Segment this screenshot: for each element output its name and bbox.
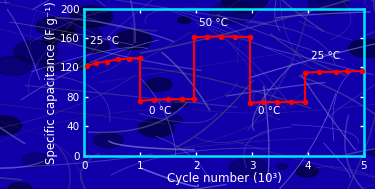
- Circle shape: [39, 59, 64, 72]
- Text: 25 °C: 25 °C: [90, 36, 119, 46]
- Point: [248, 36, 254, 39]
- Point: [137, 56, 143, 59]
- Circle shape: [0, 116, 21, 135]
- Text: 0 °C: 0 °C: [148, 106, 171, 116]
- Circle shape: [349, 39, 375, 57]
- Circle shape: [368, 149, 375, 156]
- Point: [204, 35, 210, 38]
- Point: [248, 36, 254, 39]
- Circle shape: [276, 164, 287, 169]
- Point: [359, 70, 365, 73]
- Point: [232, 35, 238, 38]
- Point: [192, 98, 198, 101]
- Point: [137, 99, 143, 102]
- Point: [288, 101, 294, 104]
- Point: [115, 58, 121, 61]
- Point: [302, 71, 308, 74]
- Point: [179, 98, 185, 101]
- Circle shape: [296, 166, 318, 177]
- Point: [165, 98, 171, 101]
- Circle shape: [43, 35, 61, 44]
- Point: [302, 71, 308, 74]
- Circle shape: [146, 78, 172, 91]
- Circle shape: [8, 183, 32, 189]
- Point: [218, 35, 224, 38]
- Point: [93, 62, 99, 65]
- Point: [302, 101, 308, 104]
- Circle shape: [94, 133, 123, 148]
- Circle shape: [210, 2, 255, 24]
- Circle shape: [62, 25, 102, 45]
- Circle shape: [54, 28, 77, 39]
- Circle shape: [168, 106, 178, 111]
- Point: [84, 64, 90, 67]
- Point: [126, 57, 132, 60]
- Point: [302, 101, 308, 104]
- Circle shape: [172, 99, 189, 107]
- Text: 25 °C: 25 °C: [310, 51, 340, 61]
- Point: [274, 101, 280, 104]
- Circle shape: [308, 0, 348, 15]
- Circle shape: [0, 56, 32, 75]
- Y-axis label: Specific capacitance (F g⁻¹): Specific capacitance (F g⁻¹): [45, 1, 58, 164]
- Circle shape: [46, 40, 58, 46]
- Text: 0 °C: 0 °C: [258, 106, 280, 116]
- Point: [192, 36, 198, 39]
- Point: [192, 98, 198, 101]
- Point: [260, 101, 266, 104]
- Circle shape: [222, 0, 267, 13]
- Point: [104, 60, 110, 63]
- Circle shape: [74, 60, 92, 70]
- Point: [316, 70, 322, 73]
- Text: 50 °C: 50 °C: [199, 18, 228, 28]
- Circle shape: [13, 40, 58, 63]
- Point: [137, 56, 143, 59]
- Point: [137, 99, 143, 102]
- Circle shape: [138, 119, 174, 137]
- Circle shape: [230, 158, 268, 178]
- Circle shape: [22, 153, 50, 167]
- Circle shape: [83, 40, 110, 53]
- Point: [248, 101, 254, 104]
- Circle shape: [113, 30, 152, 50]
- Circle shape: [70, 6, 112, 27]
- Point: [151, 98, 157, 101]
- X-axis label: Cycle number (10³): Cycle number (10³): [166, 172, 282, 185]
- Circle shape: [178, 17, 190, 23]
- Circle shape: [166, 115, 182, 123]
- Circle shape: [36, 17, 74, 36]
- Point: [333, 70, 339, 73]
- Point: [344, 70, 350, 73]
- Point: [192, 36, 198, 39]
- Point: [248, 101, 254, 104]
